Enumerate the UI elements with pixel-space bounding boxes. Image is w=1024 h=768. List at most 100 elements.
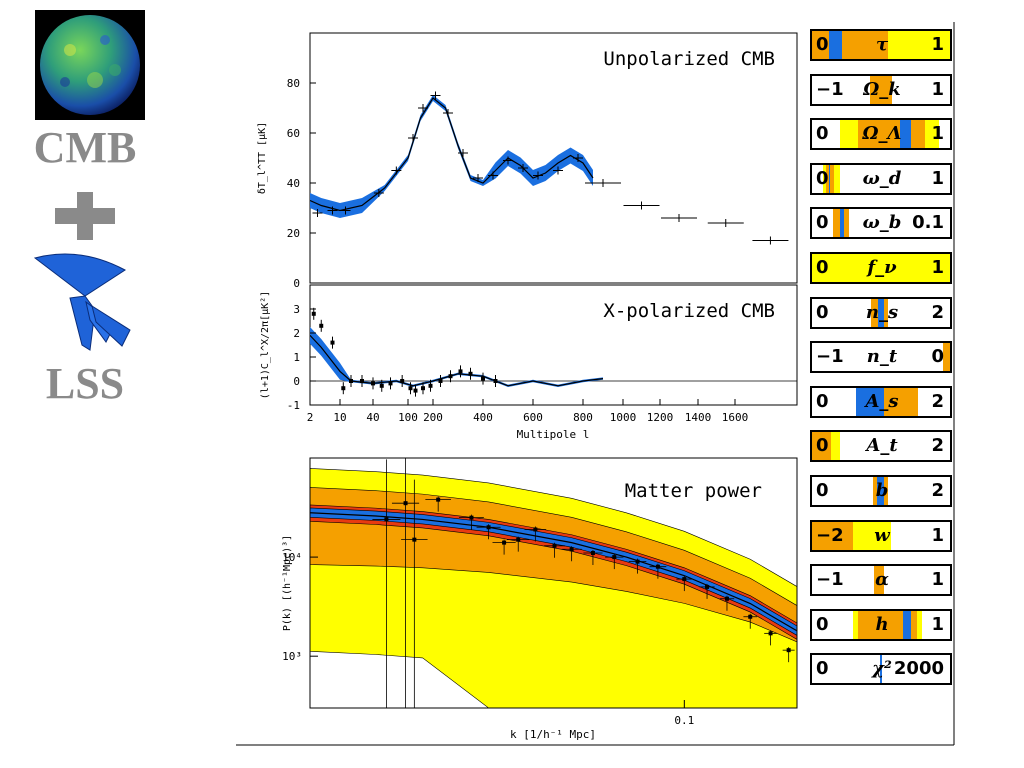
te-xtick-label-2: 40: [366, 411, 379, 424]
param-band-blue: [839, 209, 844, 238]
pk-point-15: [682, 577, 687, 582]
param-min-label: 0: [816, 257, 829, 278]
pk-point-6: [502, 540, 507, 545]
pk-ylabel: P(k) [(h⁻¹Mpc)³]: [282, 535, 293, 631]
param-symbol: n_t: [866, 346, 898, 368]
param-max-label: 1: [931, 524, 944, 546]
param-symbol: h: [875, 613, 889, 635]
param-symbol: ω_b: [862, 212, 902, 234]
tt-ytick-label-4: 80: [287, 77, 300, 90]
param-band-blue: [828, 31, 843, 59]
pk-point-0: [384, 517, 389, 522]
te-point-9: [400, 379, 405, 383]
te-band: [310, 327, 603, 387]
te-ytick-label-4: 3: [293, 303, 300, 316]
te-point-0: [311, 311, 316, 316]
tt-ytick-label-3: 60: [287, 127, 300, 140]
param-symbol: n_s: [865, 301, 899, 323]
tt-ytick-label-1: 20: [287, 227, 300, 240]
param-symbol: Ω_k: [863, 78, 901, 100]
param-panel: 0 χ² 2000: [810, 653, 952, 686]
te-point-1: [319, 323, 324, 328]
pk-point-12: [612, 555, 617, 560]
param-max-label: 2000: [893, 658, 944, 680]
param-min-label: 0: [816, 390, 829, 412]
te-xtick-label-1: 10: [333, 411, 346, 424]
param-band-orange: [825, 164, 835, 193]
param-symbol: A_s: [865, 390, 899, 412]
te-xtick-label-4: 200: [423, 411, 443, 424]
te-point-16: [458, 369, 463, 374]
param-min-label: −1: [816, 78, 844, 100]
param-min-label: 0: [816, 435, 829, 457]
param-max-label: 1: [931, 167, 944, 189]
te-point-5: [360, 379, 364, 383]
tt-panel-frame: [309, 32, 798, 284]
param-panel: −1 Ω_k 1: [810, 73, 952, 106]
pk-ytick-1-label: 10⁴: [282, 551, 302, 564]
param-min-label: 0: [816, 167, 829, 189]
te-panel-frame: [309, 284, 798, 406]
te-point-13: [428, 383, 433, 388]
pk-title: Matter power: [625, 480, 762, 502]
te-ytick-label-0: -1: [287, 399, 300, 412]
tt-band: [310, 95, 593, 218]
pk-point-18: [748, 614, 753, 619]
te-xtick-label-8: 1000: [610, 411, 637, 424]
plus-icon: [40, 182, 130, 272]
pk-xtick-label-0: 0.1: [674, 714, 694, 727]
pk-point-8: [533, 527, 538, 532]
te-point-18: [481, 376, 485, 381]
param-band-orange: [869, 75, 893, 104]
param-symbol: w: [874, 524, 890, 546]
te-point-7: [379, 383, 384, 388]
pk-point-14: [655, 564, 660, 569]
te-xtick-label-5: 400: [473, 411, 493, 424]
te-ytick-label-1: 0: [293, 375, 300, 388]
param-band-orange: [812, 521, 854, 550]
param-min-label: 0: [816, 480, 829, 501]
tt-title: Unpolarized CMB: [603, 48, 775, 70]
param-symbol: χ²: [872, 658, 892, 680]
pk-point-16: [705, 584, 710, 589]
param-panel: −2 w 1: [810, 519, 952, 552]
pk-point-5: [486, 525, 491, 530]
param-max-label: 2: [931, 390, 944, 412]
pk-point-4: [469, 515, 474, 520]
param-band-orange: [812, 31, 888, 59]
param-panel: 0 Ω_Λ 1: [810, 118, 952, 151]
param-symbol: A_t: [866, 435, 898, 457]
te-point-19: [493, 379, 498, 383]
param-panel: 0 f_ν 1: [810, 252, 952, 284]
param-max-label: 1: [931, 123, 944, 145]
te-point-14: [438, 379, 443, 383]
param-min-label: −1: [816, 346, 844, 368]
te-ylabel: (l+1)C_l^X/2π[μK²]: [260, 291, 271, 399]
te-xtick-label-3: 100: [398, 411, 418, 424]
param-max-label: 1: [931, 78, 944, 100]
pk-point-1: [403, 501, 408, 506]
te-point-8: [388, 381, 393, 386]
pk-point-3: [436, 497, 441, 502]
param-symbol: f_ν: [867, 257, 897, 278]
lss-label: LSS: [45, 359, 125, 408]
pk-point-20: [786, 648, 791, 653]
param-panel: 0 A_s 2: [810, 385, 952, 418]
tt-curve: [309, 97, 594, 212]
te-point-11: [413, 388, 418, 393]
pk-point-17: [724, 596, 729, 601]
param-band-blue: [878, 298, 884, 327]
te-point-6: [371, 381, 375, 386]
param-max-label: 2: [931, 301, 944, 323]
te-point-10: [408, 386, 413, 391]
pk-curve: [309, 512, 798, 632]
param-symbol: α: [875, 569, 889, 591]
pk-point-7: [516, 537, 521, 542]
param-max-label: 1: [931, 34, 944, 55]
te-xtick-label-7: 800: [573, 411, 593, 424]
param-panel: 0 ω_d 1: [810, 162, 952, 195]
cmb-globe-image: [35, 10, 145, 120]
param-band-orange: [874, 566, 884, 595]
param-panel: 0 b 2: [810, 475, 952, 507]
param-band-blue: [856, 387, 884, 416]
